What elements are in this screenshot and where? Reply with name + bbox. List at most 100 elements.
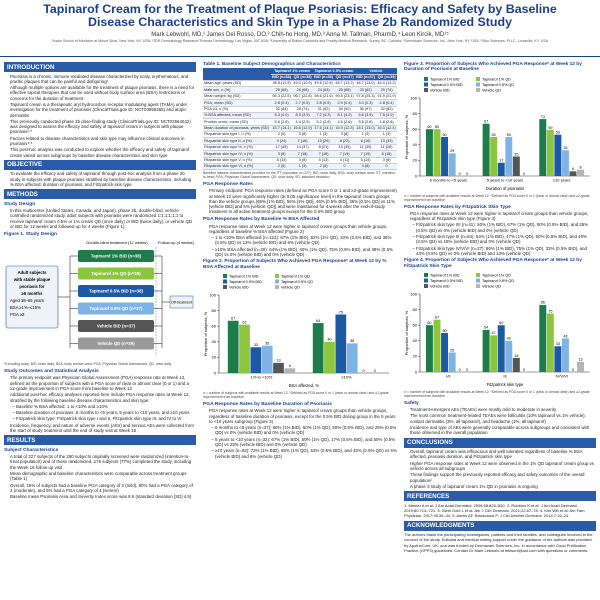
table-cell: 17 (45) bbox=[270, 144, 293, 152]
x-tick-label: ≥10 years bbox=[553, 177, 571, 182]
bar bbox=[561, 338, 569, 372]
bar bbox=[569, 170, 577, 176]
bar-value-label: 50 bbox=[442, 329, 446, 333]
bar-value-label: 35 bbox=[265, 341, 269, 345]
bullet-list: In this multicenter (United States, Cana… bbox=[4, 208, 196, 229]
table-cell: 15.7 (14.1) bbox=[270, 125, 293, 133]
legend-swatch bbox=[476, 87, 480, 92]
table-cell: 16.6 (12.9) bbox=[292, 125, 313, 133]
bar bbox=[577, 169, 585, 176]
table-cell: 14 (37) bbox=[292, 144, 313, 152]
legend-swatch bbox=[476, 76, 480, 81]
table-cell: 96.7 (22.8) bbox=[292, 93, 313, 101]
table-cell: Fitzpatrick skin type III, n (%) bbox=[203, 144, 271, 152]
table-cell: 9 (24) bbox=[270, 137, 293, 145]
bar bbox=[346, 343, 358, 373]
arm-label: Tapinarof 1% QD (n=38) bbox=[91, 271, 141, 276]
table-cell: % BSA affected, mean (SD) bbox=[203, 112, 271, 120]
figure-title: Figure 2. Proportion of Subjects Who Ach… bbox=[203, 259, 387, 270]
table-subheader: QD (n=37) bbox=[334, 74, 355, 82]
table-row: PGA, mean (SD) 2.8 (0.4) 2.7 (0.5) 2.8 (0.5… bbox=[203, 99, 397, 107]
bullet-list: 6 months to <5 years (n=37): 60% (1% BID… bbox=[203, 425, 397, 459]
bar-value-label: 0 bbox=[374, 369, 376, 373]
bar-value-label: 62 bbox=[242, 320, 246, 324]
table-row: Fitzpatrick skin type III, n (%) 17 (45) 1… bbox=[203, 144, 397, 152]
bar bbox=[561, 149, 569, 176]
table-cell: 16.3 (12.4) bbox=[376, 125, 397, 133]
bullet-list: To evaluate the efficacy and safety of t… bbox=[4, 171, 196, 187]
table-row: Male sex, n (%) 26 (68) 26 (68) 24 (63) 25 (… bbox=[203, 86, 397, 94]
phase-label: Follow-up (4 weeks) bbox=[158, 240, 194, 245]
bar bbox=[539, 304, 547, 372]
bullet: Although multiple options are available … bbox=[10, 85, 196, 101]
bullet: 1 to <10% BSA affected (n=122): 67% (1% … bbox=[215, 235, 397, 246]
y-tick-label: 0 bbox=[214, 370, 217, 375]
bullet-list: A total of 227 subjects of the 290 subje… bbox=[4, 454, 196, 499]
bar bbox=[482, 123, 490, 176]
legend-swatch bbox=[424, 283, 428, 288]
table-cell: Mean duration of psoriasis, years (SD) bbox=[203, 125, 271, 133]
bar-value-label: 13 bbox=[276, 359, 280, 363]
authors: Mark Lebwohl, MD,¹ James Del Rosso, DO,²… bbox=[151, 31, 449, 38]
bar bbox=[284, 368, 296, 373]
header: Tapinarof Cream for the Treatment of Pla… bbox=[0, 0, 600, 57]
bar bbox=[312, 323, 324, 373]
population-text: ≥6 months bbox=[22, 291, 44, 296]
y-tick-label: 100 bbox=[209, 292, 216, 297]
table-row: Fitzpatrick skin type I, n (%) 2 (5) 3 (8)… bbox=[203, 131, 397, 139]
bullet: A total of 227 subjects of the 290 subje… bbox=[10, 454, 196, 470]
table-cell: 29 (74) bbox=[376, 86, 397, 94]
bullet: Primary endpoint: PGA response rates (de… bbox=[209, 188, 397, 214]
bar bbox=[512, 156, 520, 176]
bullet-list: Psoriasis is a chronic, immune-mediated … bbox=[4, 74, 196, 158]
bar-value-label: 8 bbox=[579, 165, 581, 169]
column: Table 1. Baseline Subject Demographics a… bbox=[203, 60, 397, 596]
table-cell: 8.3 (4.0) bbox=[270, 112, 293, 120]
legend-label: Tapinarof 1% QD bbox=[281, 274, 310, 278]
table-row: Mean weight, kg (SD) 95.3 (22.5) 96.7 (22.… bbox=[203, 93, 397, 101]
y-tick-label: 80 bbox=[413, 307, 418, 312]
subheading: Study Outcomes and Statistical Analysis bbox=[4, 369, 99, 375]
population-text: Aged 18–65 years bbox=[10, 298, 44, 303]
bar-value-label: 43 bbox=[563, 334, 567, 338]
bullet: PGA response rates at Week 12 were highe… bbox=[410, 211, 596, 222]
legend-swatch bbox=[424, 76, 428, 81]
bar bbox=[482, 329, 490, 372]
table-cell: 5.2 (2.8) bbox=[312, 118, 335, 126]
population-text: PGA ≥2 bbox=[10, 312, 25, 317]
bar-value-label: 33 bbox=[254, 343, 258, 347]
y-tick-label: 60 bbox=[413, 126, 418, 131]
figure-note: n = number of subjects with available re… bbox=[404, 390, 590, 399]
table-cell: 2.9 (0.4) bbox=[334, 99, 355, 107]
legend-swatch bbox=[424, 278, 428, 283]
table-cell: 1 (3) bbox=[292, 163, 313, 171]
arm-box bbox=[78, 302, 154, 315]
table-cell: 5 (14) bbox=[354, 157, 377, 164]
figure-title: Figure 1. Study Design bbox=[4, 231, 57, 237]
table-header-cell bbox=[203, 68, 271, 82]
bar-value-label: 25 bbox=[450, 348, 454, 352]
x-tick-label: III bbox=[503, 373, 506, 378]
bullet: These findings support the previously re… bbox=[410, 472, 596, 483]
legend-swatch bbox=[275, 284, 279, 289]
y-tick-label: 100 bbox=[410, 291, 417, 296]
bullet-list: PGA response rates at Week 12 were highe… bbox=[203, 408, 397, 424]
section-heading: INTRODUCTION bbox=[4, 62, 196, 72]
bar-value-label: 40 bbox=[327, 338, 331, 342]
bar-value-label: 6 bbox=[289, 364, 291, 368]
table-subheader: BID (n=38) bbox=[312, 74, 335, 82]
offtreatment-label: Off-treatment bbox=[171, 300, 192, 304]
table-cell: 8.5 (3.9) bbox=[292, 112, 313, 120]
legend-swatch bbox=[223, 273, 227, 278]
table-cell: 46.4 (13.2) bbox=[376, 80, 397, 88]
bar-value-label: 38 bbox=[350, 339, 354, 343]
bullet-list: The primary endpoint was Physician Globa… bbox=[4, 375, 196, 402]
bar bbox=[497, 325, 505, 372]
y-tick-label: 60 bbox=[212, 323, 217, 328]
bar-value-label: 60 bbox=[435, 125, 439, 129]
bar bbox=[554, 134, 562, 176]
arm-label: Vehicle BID (n=37) bbox=[97, 324, 136, 329]
table-cell: 48.7 (13.2) bbox=[334, 80, 355, 88]
legend-swatch bbox=[275, 279, 279, 284]
section-heading: CONCLUSIONS bbox=[404, 437, 596, 448]
